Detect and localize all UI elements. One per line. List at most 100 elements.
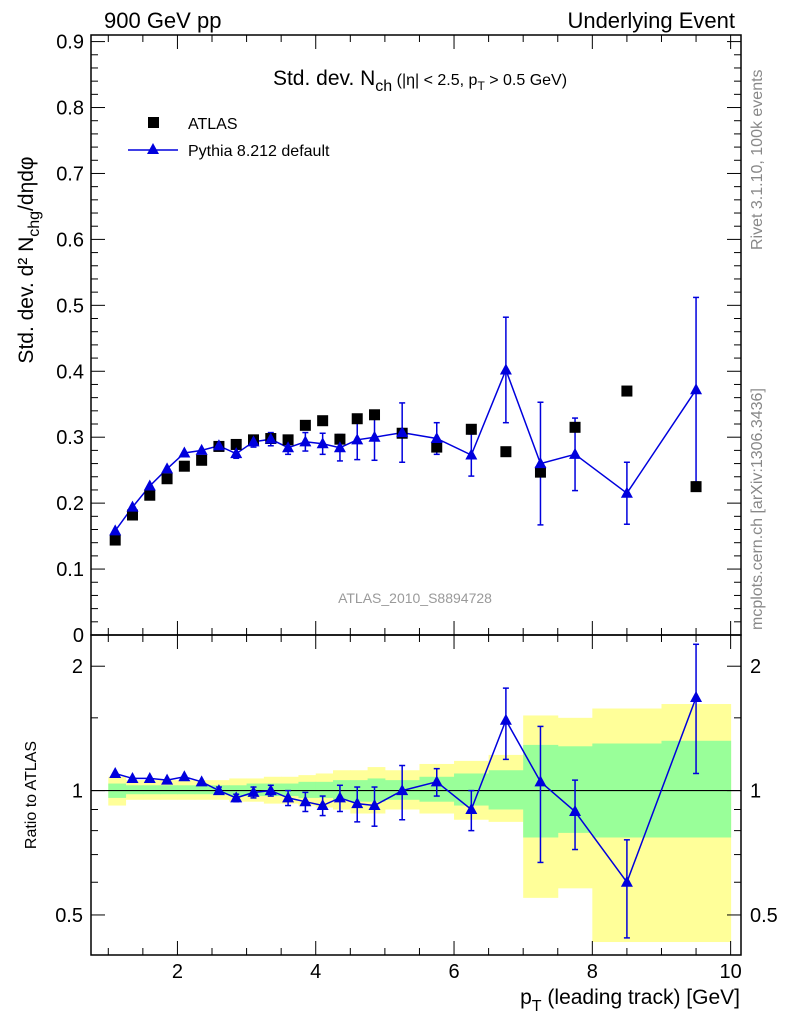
- ratio-y-axis: 0.5 0.5 1 1 2 2: [55, 656, 778, 927]
- atlas-point: [161, 473, 173, 485]
- band-green-bin: [177, 785, 196, 795]
- ratio-point: [282, 791, 295, 803]
- y-tick-label: 0.6: [56, 229, 84, 251]
- title-subscript-2: T: [477, 79, 485, 93]
- band-green-bin: [298, 781, 317, 798]
- title-end: > 0.5 GeV): [485, 72, 567, 89]
- ratio-point: [126, 771, 139, 783]
- band-green-bin: [160, 785, 178, 795]
- band-green-bin: [142, 785, 161, 795]
- title-subscript: ch: [375, 78, 392, 95]
- pythia-point: [499, 363, 512, 375]
- title-main: Std. dev. N: [273, 67, 375, 90]
- ratio-point: [247, 785, 260, 797]
- main-title: Std. dev. Nch (|η| < 2.5, pT > 0.5 GeV): [273, 67, 567, 95]
- band-green-bin: [194, 785, 213, 795]
- x-label-rest: (leading track) [GeV]: [542, 986, 740, 1009]
- pythia-point: [161, 462, 174, 474]
- ratio-point: [396, 784, 409, 796]
- ratio-y-tick-label-left: 2: [72, 656, 83, 678]
- legend-marker-atlas: [148, 117, 159, 128]
- ratio-y-tick-label-right: 2: [750, 656, 761, 678]
- ratio-point: [333, 791, 346, 803]
- legend-label-pythia: Pythia 8.212 default: [188, 143, 330, 160]
- pythia-point: [230, 447, 243, 459]
- top-left-label: 900 GeV pp: [104, 8, 221, 33]
- band-green-bin: [125, 785, 144, 795]
- ratio-point: [299, 795, 312, 807]
- ratio-point: [569, 804, 582, 816]
- atlas-point: [334, 433, 346, 445]
- legend: ATLAS Pythia 8.212 default: [128, 116, 330, 160]
- atlas-point: [534, 466, 546, 478]
- pythia-point: [690, 383, 703, 395]
- main-x-ticks: [107, 35, 732, 635]
- pythia-point: [351, 433, 364, 445]
- ratio-point: [143, 771, 156, 783]
- pythia-point: [247, 435, 260, 447]
- atlas-point: [317, 415, 329, 427]
- pythia-point: [569, 447, 582, 459]
- analysis-label: ATLAS_2010_S8894728: [338, 590, 492, 606]
- atlas-point: [569, 421, 581, 433]
- x-tick-label: 8: [587, 961, 598, 983]
- pythia-point: [534, 457, 547, 469]
- main-plot-area: [109, 296, 703, 546]
- atlas-point: [109, 534, 121, 546]
- x-label-subscript: T: [532, 998, 542, 1015]
- ratio-point: [109, 766, 122, 778]
- atlas-point: [144, 489, 156, 501]
- x-label-main: p: [520, 986, 532, 1009]
- atlas-point: [299, 419, 311, 431]
- atlas-point: [178, 460, 190, 472]
- y-label-rest: /dηdφ: [15, 156, 38, 211]
- atlas-point: [196, 454, 208, 466]
- atlas-point: [230, 438, 242, 450]
- pythia-point: [299, 435, 312, 447]
- pythia-point: [178, 446, 191, 458]
- ratio-point: [620, 875, 633, 887]
- x-axis-label: pT (leading track) [GeV]: [520, 986, 740, 1015]
- y-tick-label: 0.8: [56, 98, 84, 120]
- pythia-point: [316, 437, 329, 449]
- pythia-point: [109, 524, 122, 536]
- y-tick-label: 0: [73, 625, 84, 647]
- ratio-point: [368, 799, 381, 811]
- main-panel: 900 GeV pp Underlying Event 0 0.1 0.2 0.3 0.…: [15, 8, 742, 647]
- ratio-panel: 0.5 0.5 1 1 2 2 2 4 6 8 10 Ratio to ATLAS pT (lea…: [23, 634, 778, 1015]
- main-y-axis: 0 0.1 0.2 0.3 0.4 0.5 0.6 0.7 0.8 0.9: [56, 32, 741, 647]
- band-green-bin: [315, 781, 334, 798]
- y-tick-label: 0.1: [56, 559, 84, 581]
- pythia-point: [430, 432, 443, 444]
- y-tick-label: 0.7: [56, 163, 84, 185]
- ratio-point: [534, 775, 547, 787]
- ratio-point: [178, 770, 191, 782]
- main-y-label: Std. dev. d² Nchg/dηdφ: [15, 156, 43, 363]
- ratio-x-axis: 2 4 6 8 10: [107, 635, 742, 983]
- pythia-point: [333, 441, 346, 453]
- x-tick-label: 2: [172, 961, 183, 983]
- x-tick-label: 4: [310, 961, 321, 983]
- ratio-point: [212, 784, 225, 796]
- legend-label-atlas: ATLAS: [188, 116, 238, 133]
- y-tick-label: 0.2: [56, 493, 84, 515]
- ratio-frame: [90, 634, 742, 956]
- y-tick-label: 0.5: [56, 295, 84, 317]
- ratio-y-tick-label-right: 0.5: [750, 905, 778, 927]
- ratio-plot-area: [91, 643, 741, 943]
- legend-marker-pythia: [147, 143, 159, 154]
- band-green-bin: [281, 783, 299, 797]
- pythia-point: [143, 479, 156, 491]
- top-right-label: Underlying Event: [567, 8, 735, 33]
- atlas-point: [500, 446, 512, 458]
- pythia-point: [282, 441, 295, 453]
- pythia-point: [212, 439, 225, 451]
- mcplots-label: mcplots.cern.ch [arXiv:1306.3436]: [749, 388, 766, 630]
- ratio-point: [465, 802, 478, 814]
- y-tick-label: 0.4: [56, 361, 84, 383]
- pythia-point: [465, 448, 478, 460]
- pythia-point: [264, 432, 277, 444]
- pythia-point: [396, 426, 409, 438]
- x-tick-label: 10: [720, 961, 742, 983]
